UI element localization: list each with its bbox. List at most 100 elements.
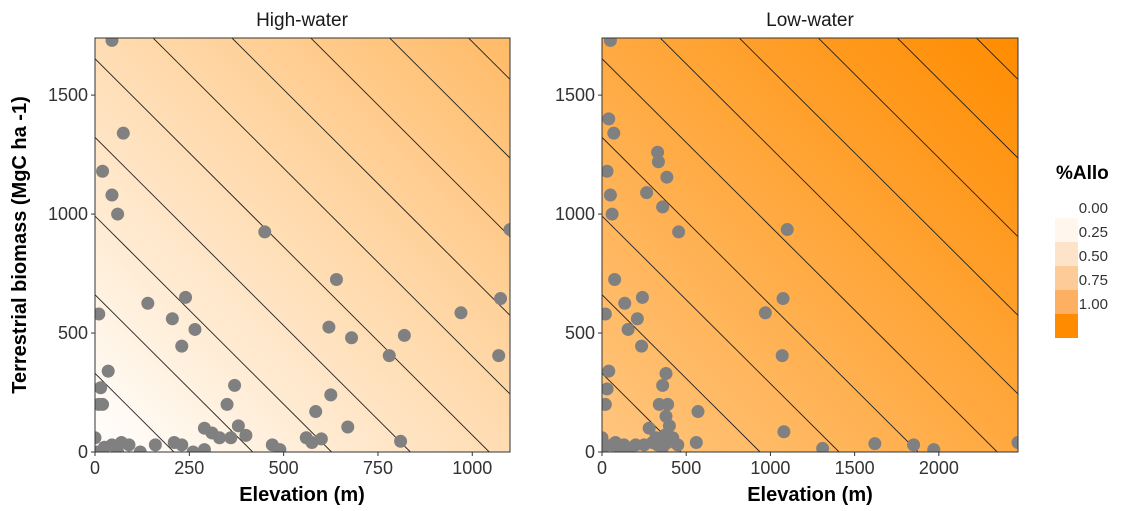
- data-point: [777, 425, 790, 438]
- data-point: [635, 340, 648, 353]
- data-point: [661, 398, 674, 411]
- data-point: [692, 405, 705, 418]
- data-point: [394, 435, 407, 448]
- data-point: [345, 331, 358, 344]
- legend-title: %Allo: [1056, 163, 1109, 184]
- data-point: [868, 437, 881, 450]
- low-water-panel: Low-water 0 500 1000 1500 2000 0 500 1000 1500: [555, 0, 1129, 478]
- data-point: [273, 443, 286, 456]
- y-tick-label: 1000: [555, 204, 595, 224]
- data-point: [105, 189, 118, 202]
- x-tick-label: 750: [363, 458, 393, 478]
- x-tick-label: 2000: [919, 458, 959, 478]
- y-tick-label: 0: [585, 442, 595, 462]
- data-point: [492, 349, 505, 362]
- data-point: [213, 431, 226, 444]
- data-point: [601, 165, 614, 178]
- data-point: [599, 398, 612, 411]
- data-point: [776, 349, 789, 362]
- y-tick-label: 1000: [48, 204, 88, 224]
- data-point: [341, 421, 354, 434]
- x-tick-label: 1000: [452, 458, 492, 478]
- data-point: [690, 436, 703, 449]
- x-tick-label: 250: [174, 458, 204, 478]
- data-point: [927, 443, 940, 456]
- data-point: [221, 398, 234, 411]
- data-point: [759, 306, 772, 319]
- data-point: [122, 438, 135, 451]
- data-point: [608, 273, 621, 286]
- data-point: [640, 186, 653, 199]
- high-water-gradient-fill: [95, 38, 510, 452]
- data-point: [602, 365, 615, 378]
- legend-color-bar: [1055, 218, 1078, 338]
- legend-label: 1.00: [1079, 296, 1108, 313]
- data-point: [330, 273, 343, 286]
- data-point: [228, 379, 241, 392]
- data-point: [907, 438, 920, 451]
- data-point: [188, 323, 201, 336]
- x-tick-label: 500: [671, 458, 701, 478]
- data-point: [149, 438, 162, 451]
- legend-swatch: [1055, 314, 1078, 338]
- data-point: [322, 321, 335, 334]
- data-point: [224, 431, 237, 444]
- data-point: [239, 429, 252, 442]
- data-point: [618, 297, 631, 310]
- data-point: [672, 225, 685, 238]
- data-point: [661, 436, 674, 449]
- data-point: [105, 34, 118, 47]
- data-point: [175, 438, 188, 451]
- legend-swatch: [1055, 266, 1078, 290]
- low-water-x-axis-title: Elevation (m): [747, 484, 873, 506]
- data-point: [494, 292, 507, 305]
- data-point: [102, 365, 115, 378]
- data-point: [652, 155, 665, 168]
- data-point: [601, 382, 614, 395]
- legend-swatch: [1055, 218, 1078, 242]
- data-point: [656, 200, 669, 213]
- data-point: [602, 112, 615, 125]
- y-tick-label: 1500: [555, 85, 595, 105]
- data-point: [604, 189, 617, 202]
- data-point: [309, 405, 322, 418]
- data-point: [175, 340, 188, 353]
- data-point: [606, 208, 619, 221]
- data-point: [660, 367, 673, 380]
- data-point: [315, 432, 328, 445]
- legend-label: 0.75: [1079, 272, 1108, 289]
- legend: %Allo 0.00 0.25 0.50 0.75 1.00: [1055, 163, 1109, 338]
- data-point: [383, 349, 396, 362]
- x-tick-label: 0: [90, 458, 100, 478]
- legend-label: 0.00: [1079, 200, 1108, 217]
- data-point: [454, 306, 467, 319]
- data-point: [660, 410, 673, 423]
- data-point: [117, 127, 130, 140]
- legend-label: 0.25: [1079, 224, 1108, 241]
- data-point: [111, 208, 124, 221]
- data-point: [636, 291, 649, 304]
- data-point: [622, 323, 635, 336]
- data-point: [398, 329, 411, 342]
- data-point: [660, 171, 673, 184]
- legend-swatch: [1055, 290, 1078, 314]
- data-point: [631, 312, 644, 325]
- x-tick-label: 1000: [750, 458, 790, 478]
- legend-labels: 0.00 0.25 0.50 0.75 1.00: [1079, 200, 1108, 313]
- data-point: [816, 442, 829, 455]
- data-point: [141, 297, 154, 310]
- x-tick-label: 500: [269, 458, 299, 478]
- data-point: [258, 225, 271, 238]
- data-point: [607, 127, 620, 140]
- y-tick-label: 1500: [48, 85, 88, 105]
- y-tick-label: 0: [78, 442, 88, 462]
- data-point: [198, 443, 211, 456]
- data-point: [92, 308, 105, 321]
- data-point: [781, 223, 794, 236]
- high-water-x-axis-title: Elevation (m): [239, 484, 365, 506]
- y-tick-label: 500: [58, 323, 88, 343]
- data-point: [604, 34, 617, 47]
- legend-label: 0.50: [1079, 248, 1108, 265]
- data-point: [324, 388, 337, 401]
- data-point: [599, 308, 612, 321]
